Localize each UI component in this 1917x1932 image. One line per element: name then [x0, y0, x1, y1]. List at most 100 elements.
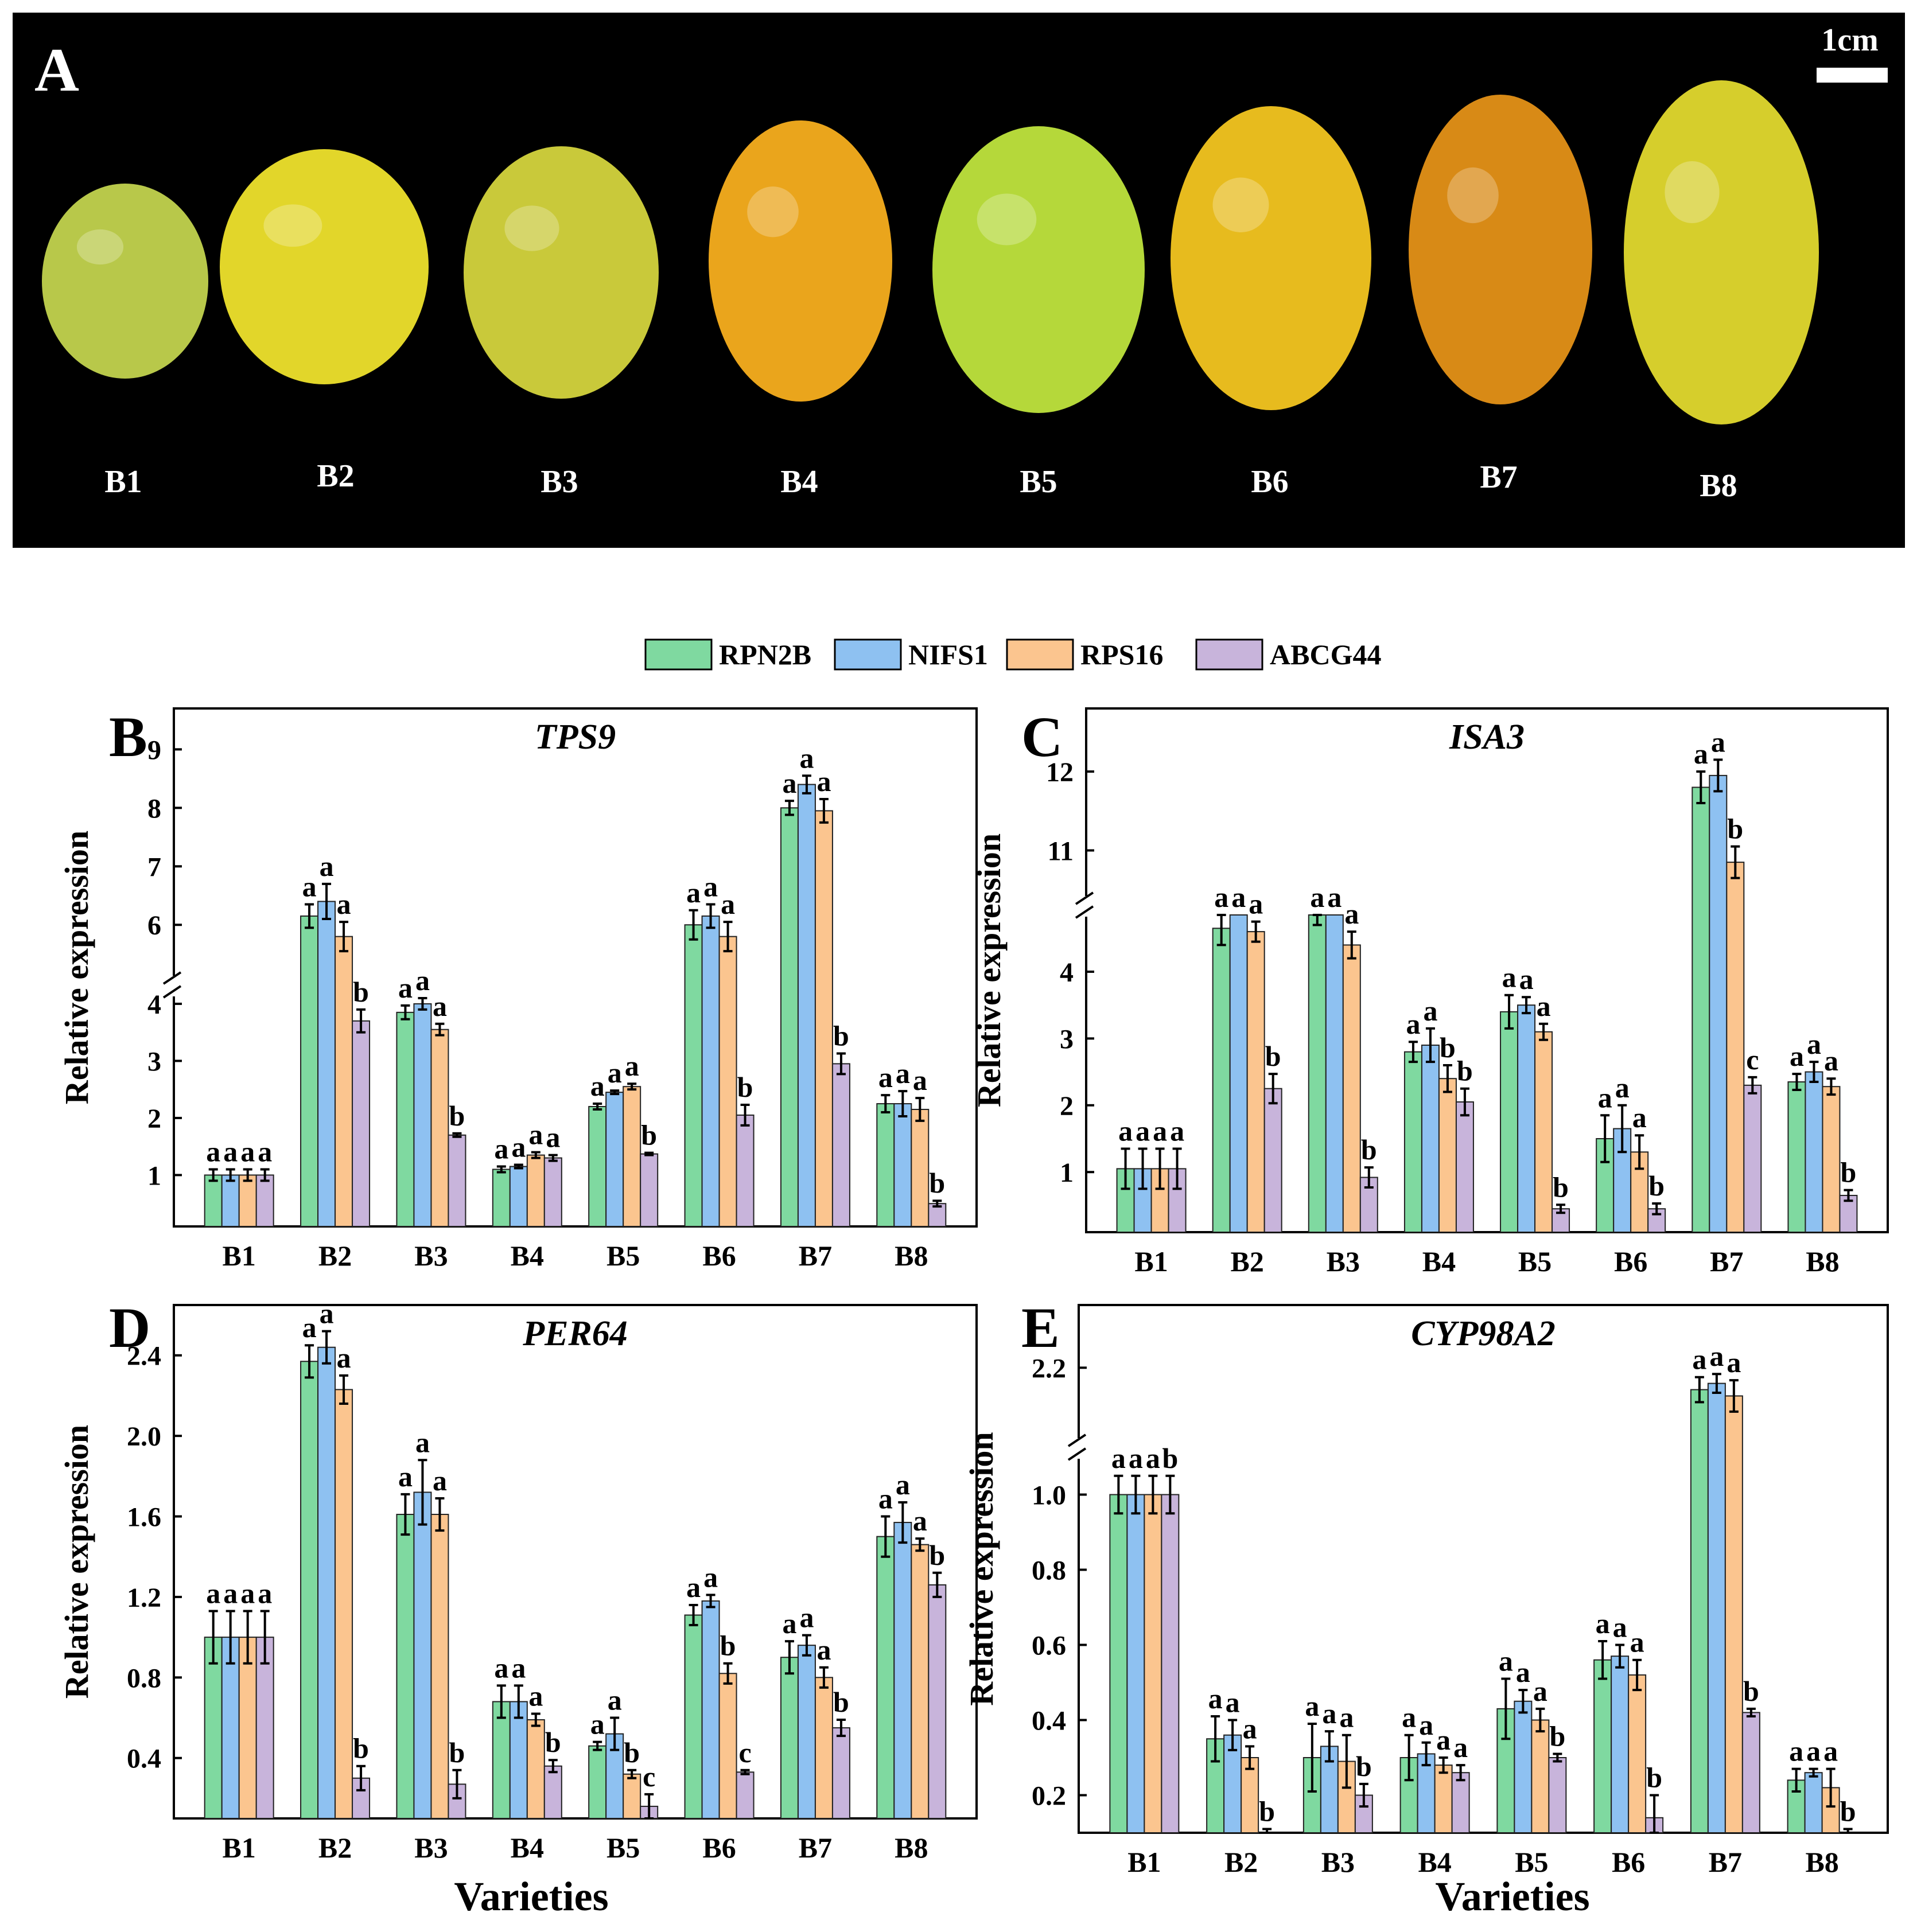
- significance-letter: a: [320, 1298, 334, 1330]
- x-tick-label: B3: [1321, 1846, 1355, 1878]
- fruit-highlight: [263, 204, 322, 247]
- significance-letter: a: [1249, 888, 1263, 920]
- bar-rps16: [1531, 1719, 1550, 1833]
- bar-rpn2b: [876, 1536, 895, 1819]
- bar-nifs1: [1611, 1656, 1630, 1833]
- x-tick-label: B1: [1134, 1245, 1168, 1277]
- bar-rpn2b: [1593, 1659, 1612, 1833]
- fruit-highlight: [1447, 167, 1499, 224]
- significance-letter: b: [641, 1119, 657, 1151]
- panel-letter: D: [109, 1296, 150, 1360]
- significance-letter: b: [833, 1019, 849, 1051]
- significance-letter: a: [590, 1070, 605, 1102]
- bar-rps16: [335, 936, 353, 1228]
- bar-abcg44: [640, 1153, 659, 1228]
- bar-abcg44: [543, 1157, 562, 1228]
- bar-rpn2b: [1206, 1738, 1225, 1833]
- bar-rps16: [1724, 1395, 1743, 1833]
- significance-letter: a: [1208, 1682, 1223, 1715]
- bar-nifs1: [1514, 1700, 1533, 1833]
- panel-a-letter: A: [34, 36, 79, 104]
- significance-letter: a: [1694, 738, 1708, 770]
- significance-letter: a: [1118, 1115, 1133, 1147]
- fruit-b6: B6: [1171, 106, 1371, 500]
- axis-break-mark: [1067, 1447, 1087, 1461]
- y-tick-label: 0.4: [1032, 1706, 1066, 1736]
- significance-letter: a: [1692, 1343, 1706, 1376]
- bar-nifs1: [1517, 1004, 1536, 1233]
- bar-nifs1: [221, 1174, 240, 1227]
- x-tick-label: B2: [318, 1832, 352, 1864]
- significance-letter: b: [1457, 1055, 1473, 1087]
- bar-rps16: [1144, 1494, 1162, 1833]
- legend-label: RPS16: [1080, 638, 1163, 671]
- fruit-body: [42, 184, 208, 379]
- bar-rps16: [1726, 862, 1745, 1233]
- bar-nifs1: [605, 1092, 624, 1228]
- bar-rps16: [814, 1677, 833, 1819]
- bar-rps16: [718, 1673, 737, 1820]
- fruit-body: [220, 149, 429, 384]
- significance-letter: b: [1361, 1134, 1377, 1166]
- x-tick-label: B5: [606, 1832, 640, 1864]
- significance-letter: a: [1170, 1115, 1184, 1147]
- x-tick-label: B8: [895, 1832, 928, 1864]
- significance-letter: a: [415, 964, 430, 996]
- bar-rpn2b: [204, 1174, 223, 1227]
- y-tick-label: 0.4: [127, 1744, 161, 1774]
- axis-break-mark: [1075, 891, 1094, 905]
- x-tick-label: B4: [1418, 1846, 1451, 1878]
- significance-letter: a: [1136, 1115, 1150, 1147]
- significance-letter: a: [433, 1464, 447, 1497]
- panel-letter: B: [109, 705, 147, 769]
- bar-rpn2b: [396, 1011, 415, 1227]
- significance-letter: a: [337, 888, 351, 920]
- significance-letter: a: [590, 1708, 605, 1740]
- significance-letter: a: [1711, 726, 1725, 758]
- fruit-b8: B8: [1624, 80, 1819, 504]
- bar-abcg44: [928, 1584, 947, 1820]
- legend-label: RPN2B: [719, 638, 811, 671]
- bar-rps16: [526, 1154, 545, 1228]
- significance-letter: a: [337, 1342, 351, 1374]
- bar-rps16: [623, 1086, 641, 1227]
- x-tick-label: B5: [606, 1240, 640, 1272]
- significance-letter: a: [1419, 1709, 1433, 1741]
- significance-letter: a: [398, 972, 413, 1004]
- significance-letter: b: [720, 1630, 736, 1662]
- significance-letter: a: [1436, 1724, 1451, 1756]
- significance-letter: b: [1553, 1171, 1569, 1203]
- bar-abcg44: [1741, 1712, 1760, 1833]
- bar-nifs1: [1223, 1734, 1242, 1833]
- bar-nifs1: [797, 784, 816, 1227]
- bar-rpn2b: [1109, 1494, 1128, 1833]
- bar-rps16: [718, 936, 737, 1228]
- significance-letter: c: [738, 1736, 751, 1769]
- y-tick-label: 3: [147, 1046, 161, 1077]
- significance-letter: b: [353, 976, 369, 1008]
- bar-abcg44: [1743, 1084, 1762, 1233]
- significance-letter: a: [1406, 1008, 1420, 1040]
- x-tick-label: B6: [1614, 1245, 1647, 1277]
- significance-letter: a: [223, 1577, 238, 1609]
- significance-letter: a: [625, 1050, 639, 1082]
- significance-letter: b: [1840, 1795, 1856, 1827]
- fruit-label: B4: [780, 464, 818, 500]
- significance-letter: a: [1305, 1690, 1319, 1722]
- bar-rpn2b: [396, 1514, 415, 1819]
- chart-title: TPS9: [535, 718, 616, 757]
- fruit-body: [1409, 95, 1592, 404]
- bar-rps16: [1534, 1031, 1553, 1233]
- plot-frame: [173, 707, 978, 1228]
- significance-letter: a: [1322, 1697, 1336, 1730]
- x-tick-label: B3: [414, 1832, 448, 1864]
- bar-abcg44: [255, 1637, 274, 1820]
- y-tick-label: 0.8: [127, 1663, 161, 1693]
- significance-letter: b: [1646, 1762, 1662, 1794]
- fruit-highlight: [747, 186, 799, 237]
- significance-letter: b: [1162, 1442, 1178, 1474]
- plot-frame: [1085, 707, 1889, 1233]
- bar-rpn2b: [492, 1701, 511, 1820]
- legend-swatch: [1195, 638, 1263, 671]
